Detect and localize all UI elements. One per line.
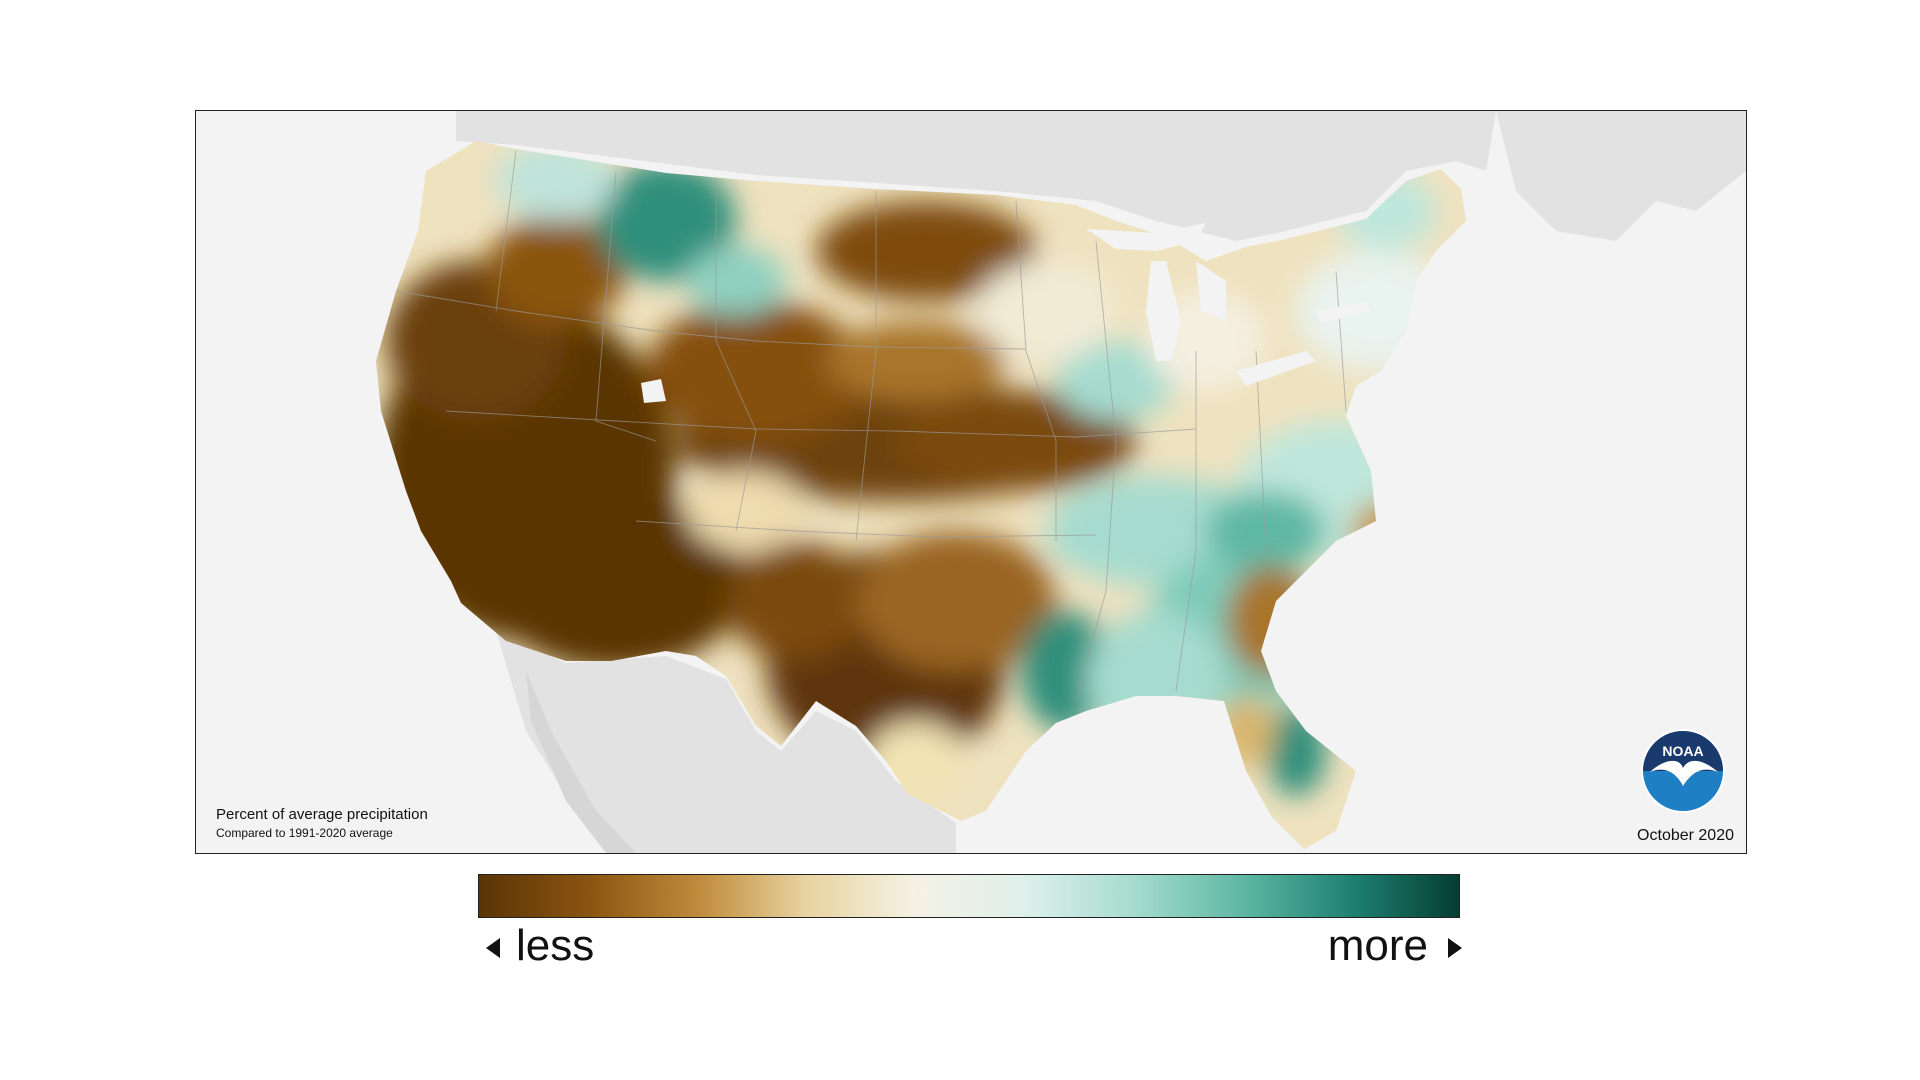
left-arrow-icon: [486, 938, 500, 959]
great-lakes: [1086, 223, 1206, 251]
map-date: October 2020: [1637, 827, 1734, 844]
legend-more: more: [1328, 918, 1462, 974]
canada-east-landmass: [1496, 111, 1746, 241]
legend-more-label: more: [1327, 921, 1428, 970]
precipitation-map: Percent of average precipitation Compare…: [195, 110, 1747, 854]
canada-landmass: [456, 111, 1496, 241]
map-note-subtitle: Compared to 1991-2020 average: [216, 826, 393, 840]
map-canvas: [376, 111, 1746, 853]
map-note-title: Percent of average precipitation: [216, 806, 428, 823]
noaa-logo: NOAA: [1641, 729, 1725, 813]
legend-less-label: less: [516, 921, 595, 970]
baja-peninsula: [526, 671, 636, 853]
legend-color-bar: [478, 874, 1460, 918]
mexico-landmass: [496, 631, 956, 853]
conus-precipitation: [376, 141, 1466, 849]
noaa-logo-text: NOAA: [1662, 743, 1703, 759]
legend-less: less: [486, 918, 594, 974]
right-arrow-icon: [1448, 938, 1462, 959]
